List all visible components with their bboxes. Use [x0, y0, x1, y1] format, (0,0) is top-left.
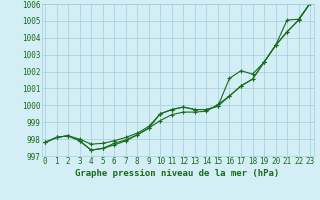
X-axis label: Graphe pression niveau de la mer (hPa): Graphe pression niveau de la mer (hPa)	[76, 169, 280, 178]
